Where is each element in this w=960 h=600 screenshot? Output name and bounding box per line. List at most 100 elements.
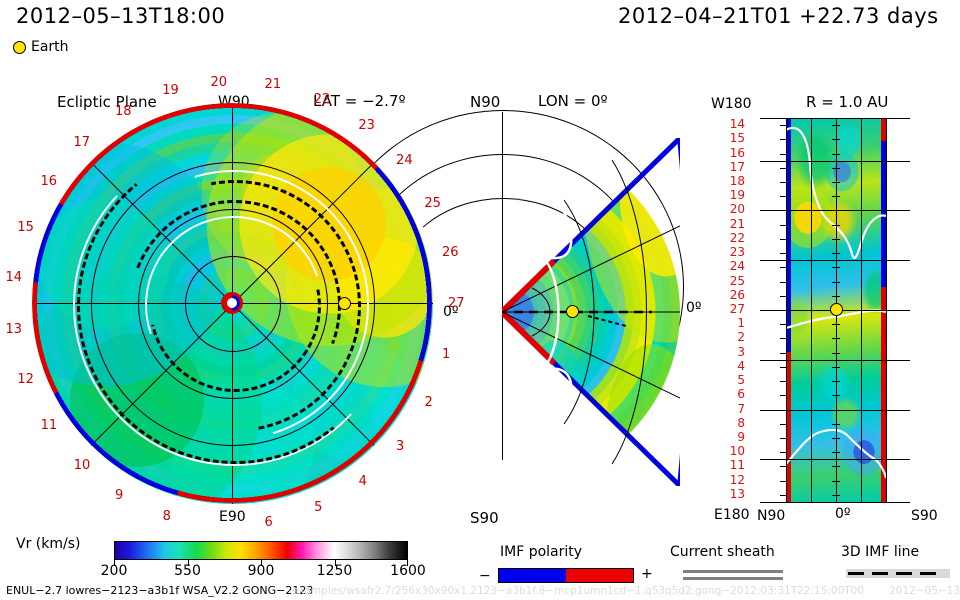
colorbar-tick-label-1250: 1250 — [316, 563, 353, 579]
meridional-bottom-label: S90 — [470, 509, 499, 527]
map-centre-tick-3 — [832, 352, 840, 354]
map-centre-tick-5 — [832, 381, 840, 383]
map-hour-label-3: 3 — [737, 344, 745, 359]
map-centre-tick-7 — [832, 409, 840, 411]
velocity-colorbar — [114, 541, 408, 560]
map-centre-tick-10 — [832, 452, 840, 454]
map-hour-label-18: 18 — [729, 174, 745, 188]
map-tick-20 — [780, 210, 786, 212]
ecliptic-hour-label-6: 6 — [264, 514, 273, 530]
map-centre-tick-1 — [832, 324, 840, 326]
run-path-footer: examples/wsafr2.7/256x30x90x1.2123−a3b1f… — [292, 585, 865, 597]
ecliptic-hour-label-3: 3 — [396, 438, 405, 454]
map-grid-h — [760, 459, 910, 461]
map-tick-4 — [780, 366, 786, 368]
map-hour-label-7: 7 — [737, 401, 745, 416]
observation-timestamp: 2012–05–13T18:00 — [16, 4, 226, 28]
current-sheath-swatch-b — [683, 577, 783, 580]
map-grid-h — [760, 260, 910, 262]
ecliptic-hour-label-16: 16 — [40, 174, 57, 190]
map-centre-tick-25 — [832, 281, 840, 283]
map-hour-label-11: 11 — [729, 458, 745, 473]
map-bottom-label: E180 — [714, 507, 750, 523]
map-tick-16 — [780, 153, 786, 155]
map-top-label: W180 — [711, 96, 752, 112]
map-centre-tick-16 — [832, 153, 840, 155]
colorbar-tick-label-550: 550 — [174, 563, 201, 579]
map-hour-label-19: 19 — [729, 188, 745, 203]
map-tick-2 — [780, 338, 786, 340]
map-centre-tick-20 — [832, 210, 840, 212]
colorbar-tick-1250 — [334, 560, 336, 566]
colorbar-tick-200 — [114, 560, 115, 566]
map-tick-19 — [780, 196, 786, 198]
colorbar-tick-label-900: 900 — [247, 563, 275, 579]
ecliptic-hour-label-23: 23 — [358, 117, 375, 133]
run-id-footer: ENUL−2.7 lowres−2123−a3b1f WSA_V2.2 GONG… — [6, 584, 314, 597]
map-tick-1 — [780, 324, 786, 326]
ecliptic-hour-label-12: 12 — [17, 371, 34, 387]
map-hour-label-17: 17 — [729, 159, 745, 174]
map-tick-12 — [780, 480, 786, 482]
map-tick-8 — [780, 423, 786, 425]
map-centre-tick-14 — [832, 125, 840, 127]
map-tick-25 — [780, 281, 786, 283]
map-tick-17 — [780, 167, 786, 169]
map-centre-tick-22 — [832, 238, 840, 240]
ecliptic-hour-label-5: 5 — [314, 499, 323, 515]
polarity-plus-label: + — [641, 566, 653, 582]
map-panel-title: R = 1.0 AU — [806, 93, 889, 111]
map-centre-tick-2 — [832, 338, 840, 340]
map-hour-label-8: 8 — [737, 415, 745, 430]
map-xtick-0: 0º — [835, 506, 851, 522]
map-centre-tick-9 — [832, 438, 840, 439]
map-hour-label-15: 15 — [729, 131, 745, 146]
map-centre-tick-21 — [832, 224, 840, 226]
map-hour-label-5: 5 — [737, 373, 745, 388]
map-hour-label-4: 4 — [737, 358, 745, 373]
earth-position-marker-meridional[interactable] — [566, 305, 579, 318]
ecliptic-hour-label-10: 10 — [73, 457, 91, 473]
map-tick-5 — [780, 381, 786, 383]
colorbar-tick-1600 — [407, 560, 408, 566]
meridional-top-label: N90 — [470, 93, 501, 111]
map-hour-label-6: 6 — [737, 387, 745, 402]
map-xtick-s90: S90 — [911, 508, 938, 524]
map-tick-7 — [780, 409, 786, 411]
map-tick-11 — [780, 466, 786, 468]
imf-line-legend-title: 3D IMF line — [841, 544, 920, 560]
ecliptic-hour-label-20: 20 — [210, 74, 228, 90]
earth-marker-icon — [13, 41, 26, 54]
heliographic-map-plot[interactable] — [760, 118, 910, 506]
map-centre-tick-23 — [832, 253, 840, 255]
map-centre-tick-13 — [832, 494, 840, 496]
map-centre-tick-26 — [832, 295, 840, 297]
meridional-plane-plot[interactable] — [322, 110, 702, 512]
map-tick-18 — [780, 182, 786, 183]
ecliptic-hour-label-22: 22 — [313, 92, 331, 108]
colorbar-tick-900 — [261, 560, 262, 566]
map-hour-label-25: 25 — [729, 273, 745, 288]
ecliptic-hour-label-4: 4 — [358, 473, 367, 489]
map-hour-label-1: 1 — [737, 316, 745, 331]
map-tick-6 — [780, 395, 786, 397]
map-hour-label-9: 9 — [737, 430, 745, 444]
map-hour-label-26: 26 — [729, 287, 745, 302]
map-hour-label-23: 23 — [729, 245, 745, 260]
map-hour-label-2: 2 — [737, 330, 745, 345]
map-tick-26 — [780, 295, 786, 297]
map-centre-tick-17 — [832, 167, 840, 169]
imf-polarity-colorbar — [498, 568, 634, 583]
earth-position-marker-map[interactable] — [830, 303, 843, 316]
map-centre-tick-24 — [832, 267, 840, 269]
map-xtick-n90: N90 — [757, 508, 786, 524]
map-centre-tick-6 — [832, 395, 840, 397]
map-centre-tick-15 — [832, 139, 840, 141]
map-tick-23 — [780, 253, 786, 255]
colorbar-tick-label-1600: 1600 — [390, 563, 426, 579]
map-tick-22 — [780, 238, 786, 240]
ecliptic-hour-label-18: 18 — [115, 103, 132, 119]
earth-key-label: Earth — [31, 39, 69, 55]
ecliptic-hour-label-15: 15 — [17, 220, 34, 236]
map-hour-label-22: 22 — [729, 230, 745, 245]
